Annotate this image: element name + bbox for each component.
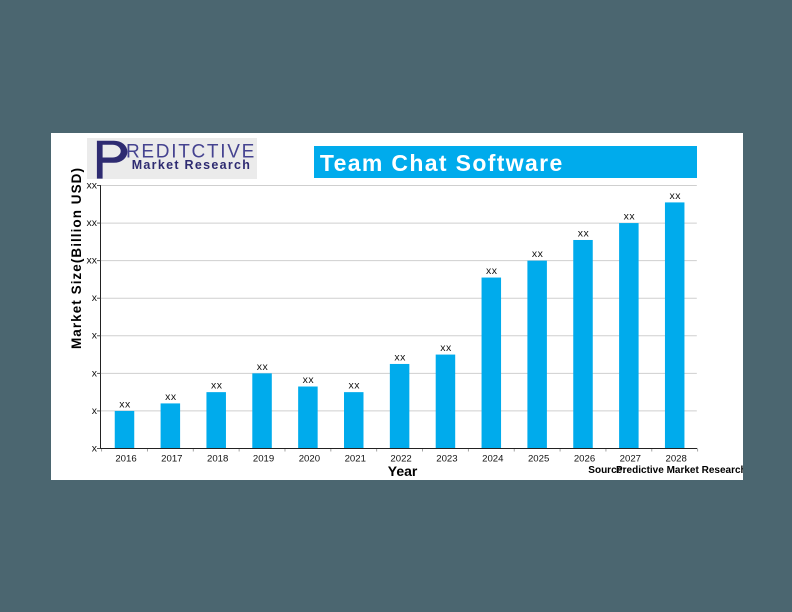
svg-text:xx: xx bbox=[87, 217, 98, 229]
svg-text:2022: 2022 bbox=[390, 453, 411, 464]
svg-text:x: x bbox=[92, 330, 98, 342]
svg-text:xx: xx bbox=[440, 342, 452, 354]
svg-text:2024: 2024 bbox=[482, 453, 504, 464]
svg-text:Year: Year bbox=[388, 463, 418, 479]
svg-text:xx: xx bbox=[303, 374, 315, 386]
svg-text:xx: xx bbox=[165, 391, 177, 403]
svg-text:xx: xx bbox=[87, 179, 98, 191]
svg-text:xx: xx bbox=[87, 255, 98, 267]
svg-text:xx: xx bbox=[669, 190, 681, 202]
svg-text:xx: xx bbox=[211, 380, 223, 392]
svg-text:2021: 2021 bbox=[345, 453, 366, 464]
svg-text:Market Research: Market Research bbox=[132, 158, 252, 172]
svg-text:REDITCTIVE: REDITCTIVE bbox=[126, 142, 256, 163]
svg-text:xx: xx bbox=[486, 265, 498, 277]
svg-text:Predictive Market Research: Predictive Market Research bbox=[616, 465, 743, 476]
svg-text:x: x bbox=[92, 367, 98, 379]
svg-text:2017: 2017 bbox=[161, 453, 182, 464]
svg-text:xx: xx bbox=[624, 211, 636, 223]
svg-text:2028: 2028 bbox=[666, 453, 687, 464]
svg-text:xx: xx bbox=[119, 398, 131, 410]
svg-text:x: x bbox=[92, 405, 98, 417]
svg-text:2019: 2019 bbox=[253, 453, 274, 464]
svg-text:2025: 2025 bbox=[528, 453, 549, 464]
svg-text:2020: 2020 bbox=[299, 453, 320, 464]
svg-text:xx: xx bbox=[578, 227, 590, 239]
svg-text:Source:: Source: bbox=[588, 465, 625, 476]
svg-text:xx: xx bbox=[394, 351, 406, 363]
svg-text:2023: 2023 bbox=[436, 453, 457, 464]
svg-text:xx: xx bbox=[257, 361, 269, 373]
svg-text:x: x bbox=[92, 292, 98, 304]
svg-text:xx: xx bbox=[532, 248, 544, 260]
svg-text:x: x bbox=[92, 442, 98, 454]
svg-text:2018: 2018 bbox=[207, 453, 228, 464]
svg-text:2027: 2027 bbox=[620, 453, 641, 464]
svg-text:2016: 2016 bbox=[115, 453, 136, 464]
svg-text:xx: xx bbox=[349, 380, 361, 392]
svg-text:Market Size(Billion USD): Market Size(Billion USD) bbox=[69, 167, 84, 349]
svg-text:2026: 2026 bbox=[574, 453, 595, 464]
